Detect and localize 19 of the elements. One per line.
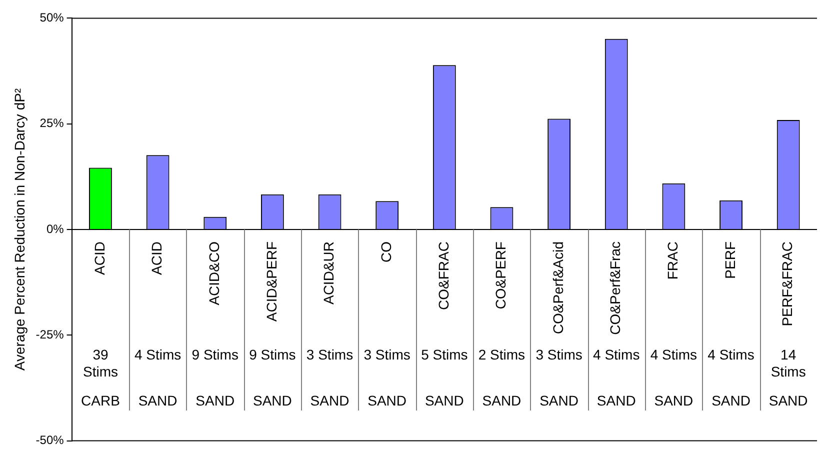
y-axis-title: Average Percent Reduction in Non-Darcy dP²	[11, 88, 28, 371]
y-tick-label: 0%	[46, 222, 64, 236]
category-label: ACID&CO 9 Stims SAND	[192, 242, 238, 408]
category-label: ACID&UR 3 Stims SAND	[306, 242, 354, 408]
y-tick-label: 50%	[40, 10, 64, 25]
category-label: CO&Perf&Frac 4 Stims SAND	[593, 242, 640, 408]
category-label: ACID 39 Stims CARB	[81, 242, 120, 408]
y-tick-label: -50%	[36, 433, 64, 448]
category-label: PERF&FRAC 14 Stims SAND	[768, 242, 808, 408]
y-tick-label: -25%	[36, 327, 64, 342]
category-label: FRAC 4 Stims SAND	[650, 242, 698, 408]
category-label: ACID 4 Stims SAND	[134, 242, 182, 408]
category-label: PERF 4 Stims SAND	[708, 242, 754, 408]
y-tick-label: 25%	[40, 116, 64, 130]
category-label: ACID&PERF 9 Stims SAND	[249, 242, 296, 408]
category-label: CO&PERF 2 Stims SAND	[478, 242, 526, 408]
category-label: CO&FRAC 5 Stims SAND	[421, 242, 468, 408]
category-label: CO&Perf&Acid 3 Stims SAND	[536, 242, 582, 408]
category-label: CO 3 Stims SAND	[364, 242, 410, 408]
